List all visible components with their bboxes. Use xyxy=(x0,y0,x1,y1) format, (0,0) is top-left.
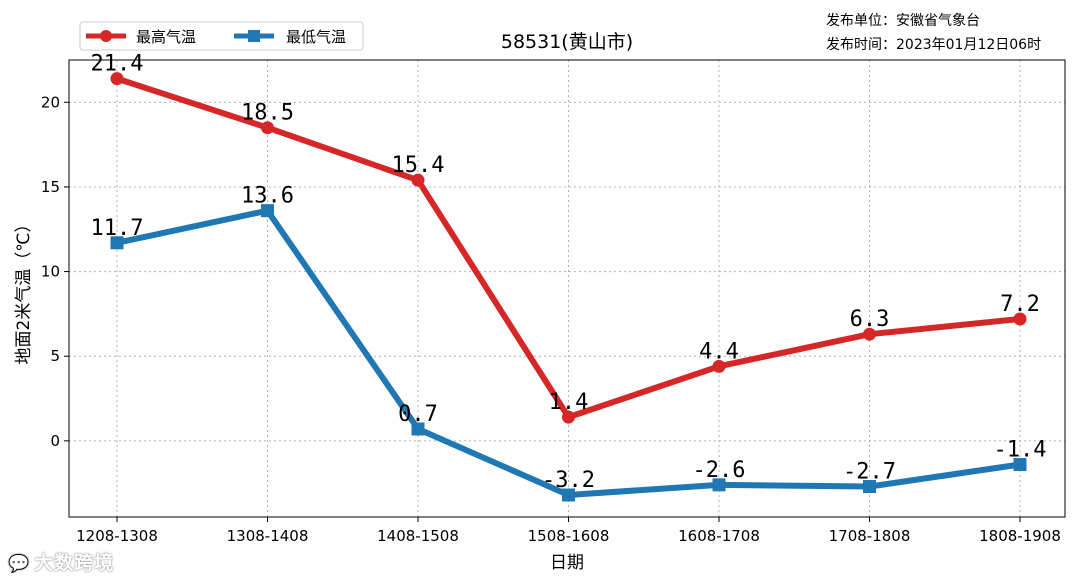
x-axis-label: 日期 xyxy=(550,553,584,573)
x-tick-label: 1608-1708 xyxy=(678,527,760,545)
y-tick-label: 5 xyxy=(50,347,60,365)
watermark-text: 大数跨境 xyxy=(34,552,115,574)
publish-time: 发布时间：2023年01月12日06时 xyxy=(826,37,1042,53)
max-temp-value-label: 21.4 xyxy=(91,52,144,77)
legend-min-marker xyxy=(248,30,260,42)
max-temp-point xyxy=(1013,312,1027,326)
legend-box xyxy=(79,21,364,51)
min-temp-point xyxy=(110,236,124,250)
min-temp-value-label: -1.4 xyxy=(994,438,1047,463)
legend-min-label: 最低气温 xyxy=(286,28,346,46)
plot-frame xyxy=(68,59,1066,518)
legend-max-marker xyxy=(100,30,112,42)
max-temp-point xyxy=(562,410,575,424)
max-temp-point xyxy=(863,327,876,341)
min-temp-point xyxy=(712,478,726,492)
min-temp-point xyxy=(562,488,575,502)
max-temp-value-label: 1.4 xyxy=(549,390,589,415)
grid-layer xyxy=(69,60,1065,517)
y-tick-label: 0 xyxy=(50,432,60,450)
chat-bubble-logo-icon: 💬 xyxy=(8,554,31,574)
min-temp-line xyxy=(114,207,1023,498)
series-layer xyxy=(110,72,1027,502)
max-temp-value-label: 4.4 xyxy=(699,339,739,364)
x-tick-label: 1408-1508 xyxy=(377,527,459,545)
min-temp-value-label: -2.6 xyxy=(693,458,746,483)
legend: 最高气温 最低气温 xyxy=(79,21,364,51)
min-temp-point xyxy=(863,480,876,494)
max-temp-value-label: 7.2 xyxy=(1000,292,1040,317)
min-temp-point xyxy=(261,204,274,218)
min-temp-value-label: -3.2 xyxy=(542,468,595,493)
max-temp-value-label: 15.4 xyxy=(392,153,445,178)
legend-max-label: 最高气温 xyxy=(136,28,196,46)
min-temp-value-label: 11.7 xyxy=(91,216,144,241)
min-temp-value-label: 0.7 xyxy=(398,402,438,427)
chart-title: 58531(黄山市) xyxy=(501,31,633,53)
max-temp-value-label: 18.5 xyxy=(241,101,294,126)
data-label-layer: 21.4 18.5 15.4 1.4 4.4 6.3 7.2 11.7 13.6 0.7 -3.2 -… xyxy=(91,52,1047,493)
x-tick-label: 1208-1308 xyxy=(76,527,158,545)
x-tick-label: 1508-1608 xyxy=(528,527,610,545)
min-temp-point xyxy=(411,422,425,436)
watermark: 💬 大数跨境 xyxy=(8,548,114,575)
min-temp-value-label: -2.7 xyxy=(843,460,896,485)
min-temp-value-label: 13.6 xyxy=(241,184,294,209)
max-temp-point xyxy=(411,173,425,187)
y-axis-label: 地面2米气温（℃） xyxy=(14,216,34,365)
min-temp-point xyxy=(1013,458,1027,472)
y-tick-label: 10 xyxy=(41,263,60,281)
x-tick-label: 1308-1408 xyxy=(227,527,309,545)
x-tick-label: 1708-1808 xyxy=(829,527,911,545)
tick-layer: 1208-1308 1308-1408 1408-1508 1508-1608 1608… xyxy=(41,93,1061,545)
max-temp-point xyxy=(110,72,124,86)
max-temp-point xyxy=(261,121,274,135)
y-tick-label: 15 xyxy=(41,178,60,196)
publisher-unit: 发布单位：安徽省气象台 xyxy=(826,13,980,29)
max-temp-value-label: 6.3 xyxy=(850,307,890,332)
max-temp-point xyxy=(712,359,726,373)
x-tick-label: 1808-1908 xyxy=(979,527,1061,545)
y-tick-label: 20 xyxy=(41,93,60,111)
